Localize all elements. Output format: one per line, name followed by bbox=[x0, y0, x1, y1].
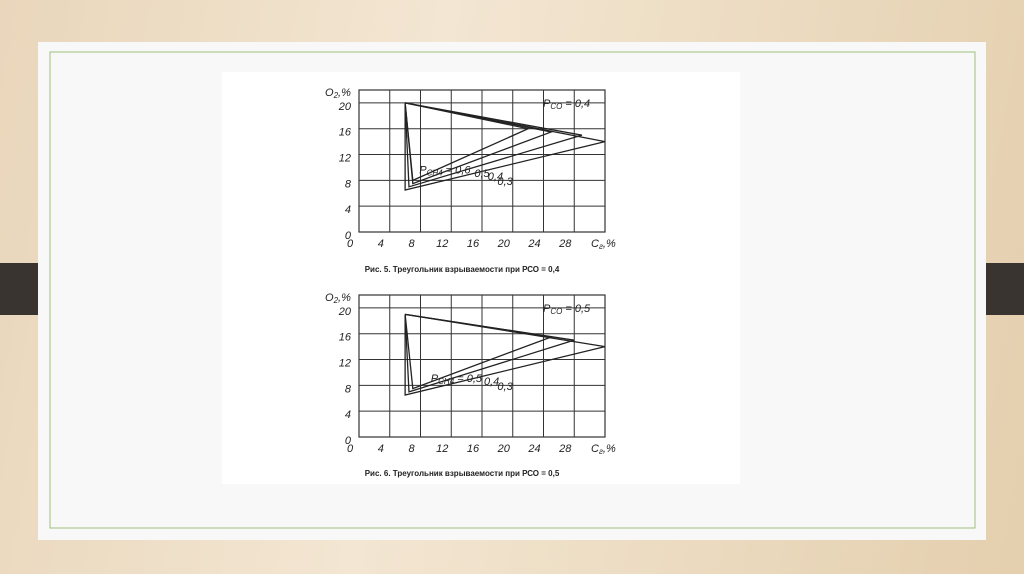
annotation-part: P bbox=[543, 98, 551, 110]
series-name: 0,3 bbox=[497, 381, 513, 393]
x-tick-label: 16 bbox=[467, 443, 480, 455]
x-tick-label: 8 bbox=[408, 443, 415, 455]
x-tick-label: 0 bbox=[347, 238, 354, 250]
annotation-part: CO bbox=[550, 307, 562, 316]
x-tick-label: 4 bbox=[378, 443, 384, 455]
slide-border bbox=[49, 51, 976, 529]
y-axis-label-part: O bbox=[325, 87, 334, 99]
series-label: PCH4 = 0,5 bbox=[431, 373, 483, 386]
x-axis-label-part: ,% bbox=[603, 238, 616, 250]
x-tick-label: 20 bbox=[497, 238, 511, 250]
annotation-part: P bbox=[543, 303, 551, 315]
series-prefix: P bbox=[431, 373, 439, 385]
x-tick-label: 12 bbox=[436, 238, 448, 250]
series-label: 0,3 bbox=[497, 176, 513, 188]
y-tick-label: 12 bbox=[339, 357, 351, 369]
series-label: 0,3 bbox=[497, 381, 513, 393]
y-axis-label-part: O bbox=[325, 292, 334, 304]
x-tick-label: 28 bbox=[558, 238, 572, 250]
y-axis-label-part: ,% bbox=[338, 87, 351, 99]
series-line bbox=[404, 102, 583, 188]
y-axis-label: O2,% bbox=[325, 292, 351, 305]
x-axis-label: Cг,% bbox=[591, 238, 616, 251]
y-axis-label-part: 2 bbox=[333, 296, 339, 305]
series-line bbox=[404, 102, 606, 191]
x-axis-label-part: г bbox=[599, 242, 603, 251]
annotation-part: = 0,4 bbox=[562, 98, 590, 110]
x-tick-label: 4 bbox=[378, 238, 384, 250]
y-tick-label: 20 bbox=[338, 306, 352, 318]
y-tick-label: 12 bbox=[339, 152, 351, 164]
y-tick-label: 8 bbox=[345, 383, 352, 395]
y-axis-label-part: ,% bbox=[338, 292, 351, 304]
x-tick-label: 24 bbox=[527, 443, 540, 455]
y-tick-label: 4 bbox=[345, 409, 351, 421]
x-axis-label-part: C bbox=[591, 238, 599, 250]
series-prefix: CH4 bbox=[427, 169, 444, 178]
annotation-part: CO bbox=[550, 102, 562, 111]
series-label: 0,4 bbox=[488, 171, 503, 183]
y-axis-label: O2,% bbox=[325, 87, 351, 100]
annotation: PCO = 0,4 bbox=[543, 98, 590, 111]
y-tick-label: 8 bbox=[345, 178, 352, 190]
x-axis-label-part: г bbox=[599, 447, 603, 456]
series-prefix: = bbox=[454, 373, 467, 385]
series-name: 0,3 bbox=[497, 176, 513, 188]
x-axis-label-part: ,% bbox=[603, 443, 616, 455]
x-tick-label: 12 bbox=[436, 443, 448, 455]
y-tick-label: 0 bbox=[345, 435, 352, 447]
y-tick-label: 16 bbox=[339, 332, 352, 344]
annotation-part: = 0,5 bbox=[562, 303, 591, 315]
series-line bbox=[404, 313, 606, 396]
series-name: 0,4 bbox=[484, 376, 499, 388]
y-tick-label: 4 bbox=[345, 204, 351, 216]
x-tick-label: 28 bbox=[558, 443, 572, 455]
caption: Рис. 5. Треугольник взрываемости при РСО… bbox=[365, 265, 560, 274]
y-tick-label: 20 bbox=[338, 101, 352, 113]
caption: Рис. 6. Треугольник взрываемости при РСО… bbox=[365, 469, 560, 478]
y-axis-label-part: 2 bbox=[333, 91, 339, 100]
series-name: 0,4 bbox=[488, 171, 503, 183]
x-tick-label: 24 bbox=[527, 238, 540, 250]
x-axis-label: Cг,% bbox=[591, 443, 616, 456]
x-tick-label: 8 bbox=[408, 238, 415, 250]
annotation: PCO = 0,5 bbox=[543, 303, 591, 316]
series-prefix: P bbox=[419, 164, 427, 176]
image-area bbox=[222, 72, 740, 484]
x-tick-label: 0 bbox=[347, 443, 354, 455]
y-tick-label: 0 bbox=[345, 230, 352, 242]
x-tick-label: 20 bbox=[497, 443, 511, 455]
series-label: 0,4 bbox=[484, 376, 499, 388]
x-axis-label-part: C bbox=[591, 443, 599, 455]
x-tick-label: 16 bbox=[467, 238, 480, 250]
series-prefix: CH4 bbox=[438, 377, 455, 386]
y-tick-label: 16 bbox=[339, 127, 352, 139]
series-line bbox=[404, 313, 575, 393]
